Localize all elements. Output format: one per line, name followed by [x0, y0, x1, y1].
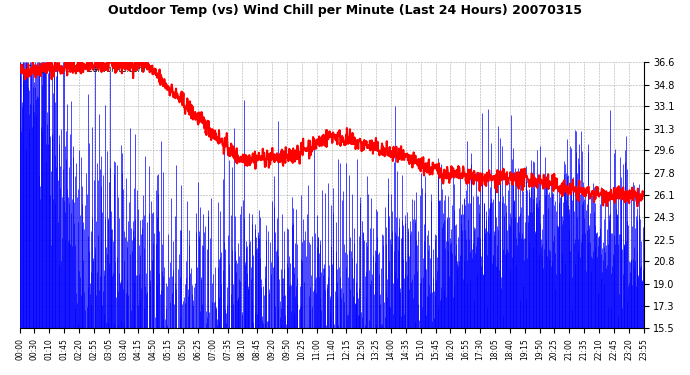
Text: Outdoor Temp (vs) Wind Chill per Minute (Last 24 Hours) 20070315: Outdoor Temp (vs) Wind Chill per Minute …	[108, 4, 582, 17]
Text: Copyright 2007 Cartronics.com: Copyright 2007 Cartronics.com	[26, 64, 145, 74]
